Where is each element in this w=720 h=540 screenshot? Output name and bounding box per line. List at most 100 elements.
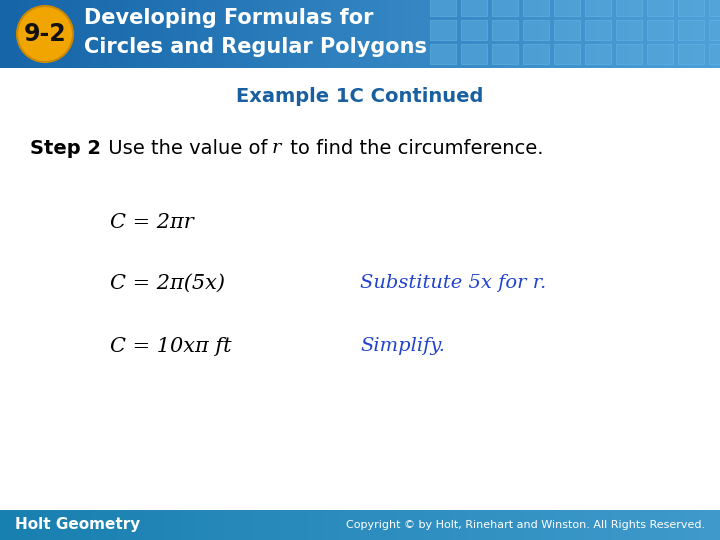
Bar: [405, 0, 415, 68]
Bar: [612, 510, 622, 540]
Bar: [430, 0, 456, 16]
Bar: [594, 510, 604, 540]
Bar: [450, 510, 460, 540]
Bar: [153, 510, 163, 540]
Bar: [585, 0, 595, 68]
Bar: [549, 0, 559, 68]
Bar: [117, 510, 127, 540]
Bar: [279, 0, 289, 68]
Bar: [639, 0, 649, 68]
Bar: [144, 0, 154, 68]
Bar: [522, 0, 532, 68]
Bar: [495, 0, 505, 68]
Bar: [648, 510, 658, 540]
Bar: [369, 0, 379, 68]
Bar: [99, 0, 109, 68]
Bar: [18, 0, 28, 68]
Bar: [18, 510, 28, 540]
Bar: [450, 0, 460, 68]
Bar: [198, 0, 208, 68]
Bar: [647, 44, 673, 64]
Bar: [423, 510, 433, 540]
Bar: [523, 44, 549, 64]
Bar: [270, 0, 280, 68]
Bar: [54, 0, 64, 68]
Bar: [333, 0, 343, 68]
Bar: [117, 0, 127, 68]
Text: Step 2: Step 2: [30, 138, 101, 158]
Bar: [603, 0, 613, 68]
Bar: [0, 0, 10, 68]
Bar: [678, 0, 704, 16]
Bar: [693, 0, 703, 68]
Bar: [216, 510, 226, 540]
Bar: [585, 510, 595, 540]
Bar: [492, 0, 518, 16]
Bar: [243, 0, 253, 68]
Bar: [414, 510, 424, 540]
Bar: [616, 20, 642, 40]
Bar: [684, 510, 694, 540]
Bar: [9, 510, 19, 540]
Bar: [441, 0, 451, 68]
Bar: [709, 44, 720, 64]
Bar: [189, 510, 199, 540]
Bar: [531, 0, 541, 68]
Bar: [540, 510, 550, 540]
Bar: [342, 510, 352, 540]
Bar: [630, 0, 640, 68]
Bar: [678, 20, 704, 40]
Text: C = 10xπ ft: C = 10xπ ft: [110, 336, 232, 355]
Text: 9-2: 9-2: [24, 22, 66, 46]
Bar: [63, 510, 73, 540]
Bar: [709, 20, 720, 40]
Bar: [315, 510, 325, 540]
Bar: [523, 0, 549, 16]
Bar: [216, 0, 226, 68]
Bar: [513, 510, 523, 540]
Bar: [162, 0, 172, 68]
Bar: [616, 44, 642, 64]
Bar: [81, 0, 91, 68]
Bar: [189, 0, 199, 68]
Bar: [554, 44, 580, 64]
Bar: [27, 510, 37, 540]
Bar: [461, 0, 487, 16]
Text: Use the value of: Use the value of: [102, 138, 278, 158]
Bar: [684, 0, 694, 68]
Text: C = 2π(5x): C = 2π(5x): [110, 273, 225, 293]
Bar: [90, 0, 100, 68]
Bar: [0, 510, 10, 540]
Bar: [430, 20, 456, 40]
Bar: [423, 0, 433, 68]
Bar: [504, 0, 514, 68]
Bar: [441, 510, 451, 540]
Bar: [333, 510, 343, 540]
Bar: [513, 0, 523, 68]
Bar: [522, 510, 532, 540]
Bar: [396, 510, 406, 540]
Text: Circles and Regular Polygons: Circles and Regular Polygons: [84, 37, 427, 57]
Bar: [461, 20, 487, 40]
Bar: [621, 510, 631, 540]
Bar: [351, 510, 361, 540]
Bar: [558, 510, 568, 540]
Bar: [540, 0, 550, 68]
Bar: [72, 0, 82, 68]
Bar: [306, 0, 316, 68]
Bar: [288, 0, 298, 68]
Bar: [678, 44, 704, 64]
Bar: [549, 510, 559, 540]
Bar: [243, 510, 253, 540]
Bar: [616, 0, 642, 16]
Bar: [45, 0, 55, 68]
Bar: [378, 510, 388, 540]
Bar: [603, 510, 613, 540]
Bar: [585, 20, 611, 40]
Text: Holt Geometry: Holt Geometry: [15, 517, 140, 532]
Bar: [647, 0, 673, 16]
Bar: [63, 0, 73, 68]
Bar: [554, 20, 580, 40]
Bar: [351, 0, 361, 68]
Bar: [54, 510, 64, 540]
